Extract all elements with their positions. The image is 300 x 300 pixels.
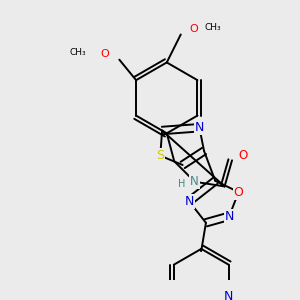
Text: S: S	[156, 149, 164, 162]
Text: N: N	[224, 210, 234, 223]
Text: N: N	[190, 175, 199, 188]
Text: N: N	[195, 121, 204, 134]
Text: O: O	[238, 149, 248, 162]
Text: CH₃: CH₃	[69, 48, 86, 57]
Text: N: N	[224, 290, 233, 300]
Text: O: O	[189, 24, 198, 34]
Text: CH₃: CH₃	[205, 22, 222, 32]
Text: O: O	[234, 185, 244, 199]
Text: H: H	[178, 178, 185, 189]
Text: O: O	[100, 49, 109, 59]
Text: N: N	[184, 195, 194, 208]
